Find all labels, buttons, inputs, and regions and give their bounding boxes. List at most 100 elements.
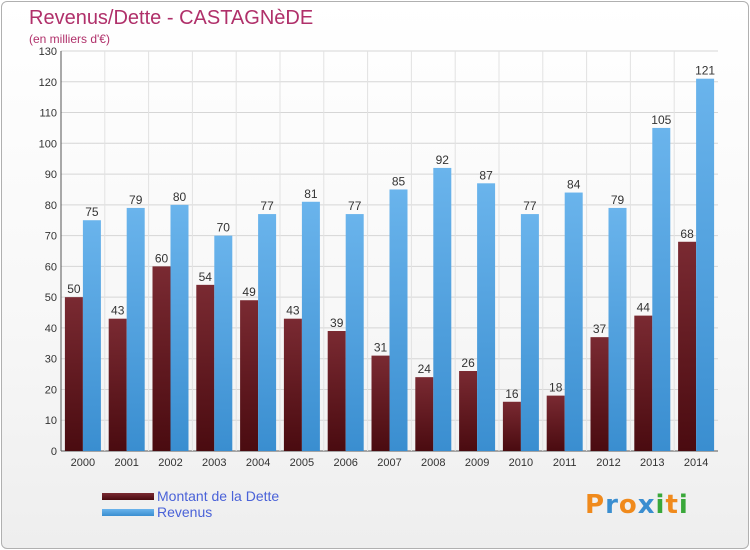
data-label-debt: 39 bbox=[330, 316, 344, 330]
x-tick-label: 2013 bbox=[640, 457, 664, 469]
data-label-debt: 50 bbox=[67, 282, 81, 296]
y-tick-label: 30 bbox=[45, 354, 57, 366]
data-label-revenue: 105 bbox=[651, 113, 671, 127]
bar-debt bbox=[327, 331, 346, 451]
bar-debt bbox=[64, 297, 83, 451]
logo-letter: t bbox=[665, 490, 679, 520]
data-label-revenue: 81 bbox=[304, 187, 318, 201]
x-tick-label: 2007 bbox=[377, 457, 401, 469]
bar-debt bbox=[283, 318, 302, 451]
x-tick-label: 2008 bbox=[421, 457, 445, 469]
data-label-debt: 18 bbox=[549, 381, 563, 395]
bar-revenue bbox=[608, 207, 627, 451]
bar-revenue bbox=[82, 220, 101, 451]
bar-debt bbox=[240, 300, 259, 451]
y-tick-label: 20 bbox=[45, 384, 57, 396]
bar-debt bbox=[415, 377, 434, 451]
bar-revenue bbox=[389, 189, 408, 451]
data-label-debt: 43 bbox=[111, 304, 125, 318]
logo-letter: r bbox=[605, 490, 619, 520]
legend-swatch-debt bbox=[102, 493, 154, 500]
chart-title: Revenus/Dette - CASTAGNèDE bbox=[29, 7, 314, 29]
logo-letter: P bbox=[585, 490, 606, 520]
bar-debt bbox=[196, 284, 215, 451]
bar-revenue bbox=[345, 214, 364, 451]
data-label-revenue: 79 bbox=[129, 193, 143, 207]
data-label-debt: 44 bbox=[637, 301, 651, 315]
bar-debt bbox=[459, 371, 478, 451]
data-label-debt: 24 bbox=[418, 362, 432, 376]
bar-revenue bbox=[652, 127, 671, 451]
y-tick-label: 50 bbox=[45, 292, 57, 304]
logo-letter: i bbox=[655, 490, 666, 520]
data-label-revenue: 77 bbox=[523, 199, 537, 213]
logo-letter: i bbox=[678, 490, 689, 520]
y-tick-label: 90 bbox=[45, 169, 57, 181]
data-label-debt: 31 bbox=[374, 341, 388, 355]
bar-revenue bbox=[433, 167, 452, 451]
data-label-debt: 54 bbox=[199, 270, 213, 284]
data-label-debt: 68 bbox=[680, 227, 694, 241]
bar-revenue bbox=[126, 207, 145, 451]
data-label-debt: 26 bbox=[461, 356, 475, 370]
x-tick-label: 2006 bbox=[333, 457, 357, 469]
data-label-revenue: 77 bbox=[260, 199, 274, 213]
x-tick-label: 2001 bbox=[114, 457, 138, 469]
bar-debt bbox=[678, 241, 697, 451]
chart-subtitle: (en milliers d'€) bbox=[29, 32, 110, 46]
legend-swatch-revenue bbox=[102, 509, 154, 516]
x-tick-label: 2012 bbox=[596, 457, 620, 469]
data-label-revenue: 75 bbox=[85, 205, 99, 219]
legend-label-revenue: Revenus bbox=[157, 504, 213, 520]
y-tick-label: 60 bbox=[45, 261, 57, 273]
logo-letter: o bbox=[618, 490, 638, 520]
bar-debt bbox=[108, 318, 127, 451]
data-label-debt: 37 bbox=[593, 322, 607, 336]
x-tick-label: 2011 bbox=[553, 457, 577, 469]
bar-revenue bbox=[214, 235, 233, 451]
y-tick-label: 40 bbox=[45, 323, 57, 335]
y-tick-label: 0 bbox=[51, 446, 57, 458]
bar-revenue bbox=[301, 201, 320, 451]
bar-debt bbox=[152, 266, 171, 451]
y-tick-label: 110 bbox=[39, 108, 57, 120]
data-label-revenue: 77 bbox=[348, 199, 362, 213]
data-label-revenue: 79 bbox=[611, 193, 625, 207]
data-label-revenue: 87 bbox=[479, 168, 493, 182]
data-label-debt: 43 bbox=[286, 304, 300, 318]
bar-debt bbox=[590, 337, 609, 451]
x-tick-label: 2014 bbox=[684, 457, 708, 469]
x-tick-label: 2002 bbox=[158, 457, 182, 469]
bar-revenue bbox=[520, 214, 539, 451]
y-tick-label: 70 bbox=[45, 231, 57, 243]
proxiti-logo: Proxiti bbox=[585, 490, 689, 520]
bar-revenue bbox=[170, 204, 189, 451]
data-label-debt: 16 bbox=[505, 387, 519, 401]
x-tick-label: 2005 bbox=[290, 457, 314, 469]
data-label-debt: 60 bbox=[155, 251, 169, 265]
bar-debt bbox=[371, 355, 390, 451]
x-tick-label: 2010 bbox=[509, 457, 533, 469]
data-label-revenue: 121 bbox=[695, 64, 715, 78]
data-label-revenue: 84 bbox=[567, 178, 581, 192]
data-label-revenue: 92 bbox=[436, 153, 450, 167]
bar-debt bbox=[634, 315, 653, 451]
logo-letter: x bbox=[637, 490, 656, 520]
data-label-debt: 49 bbox=[242, 285, 256, 299]
data-label-revenue: 85 bbox=[392, 174, 406, 188]
data-label-revenue: 70 bbox=[217, 221, 231, 235]
bar-revenue bbox=[696, 78, 715, 451]
y-tick-label: 80 bbox=[45, 200, 57, 212]
x-tick-label: 2009 bbox=[465, 457, 489, 469]
y-tick-label: 100 bbox=[39, 138, 57, 150]
y-tick-label: 10 bbox=[45, 415, 57, 427]
bar-debt bbox=[546, 395, 565, 451]
bar-revenue bbox=[477, 183, 496, 452]
x-tick-label: 2004 bbox=[246, 457, 270, 469]
y-tick-label: 120 bbox=[39, 77, 57, 89]
x-tick-label: 2003 bbox=[202, 457, 226, 469]
legend-label-debt: Montant de la Dette bbox=[157, 488, 280, 504]
data-label-revenue: 80 bbox=[173, 190, 187, 204]
